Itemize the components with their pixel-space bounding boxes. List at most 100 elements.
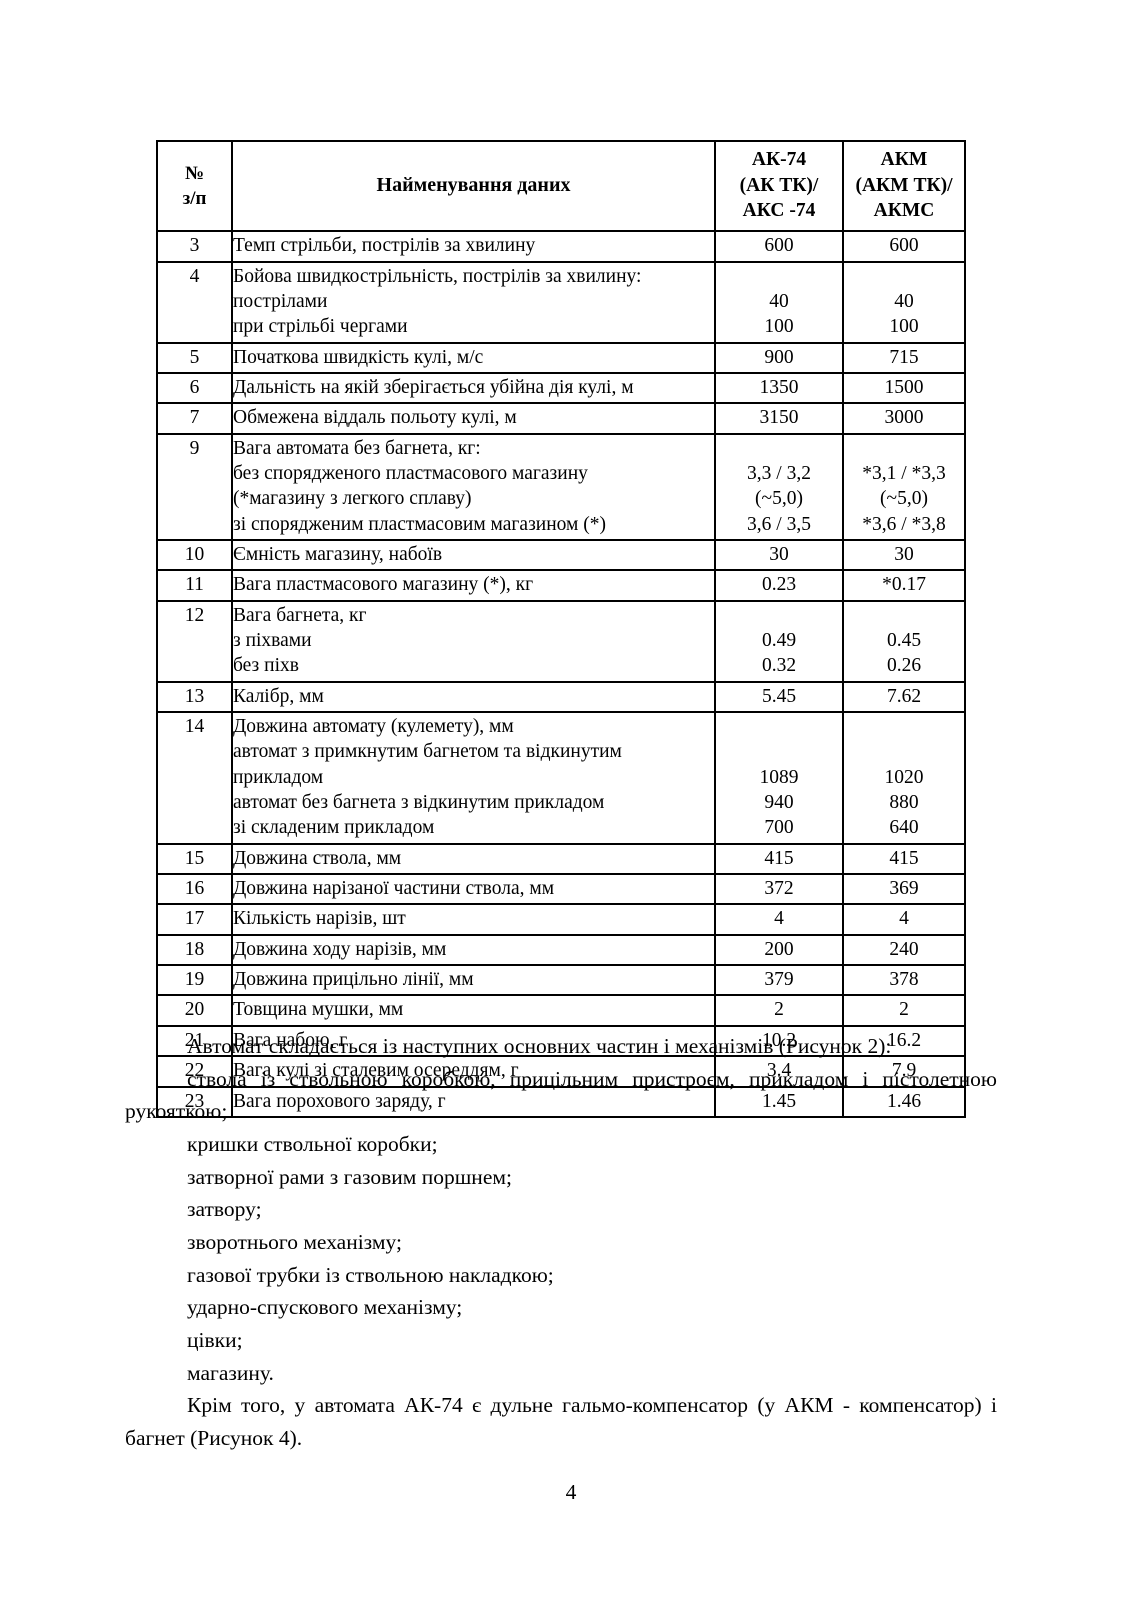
cell-number: 21 xyxy=(156,1024,233,1058)
cell-ak74-line: 5.45 xyxy=(761,685,797,707)
parts-list-item: кришки ствольної коробки; xyxy=(187,1132,438,1157)
cell-number: 19 xyxy=(156,964,233,997)
cell-name: Довжина ствола, мм xyxy=(231,842,716,876)
column-header-akm-line-1: АКМ xyxy=(880,149,928,170)
cell-ak74-line: 3.4 xyxy=(766,1060,792,1082)
table-row: 9 Вага автомата без багнета, кг: без споря… xyxy=(156,432,966,541)
parts-list-item: ударно-спускового механізму; xyxy=(187,1295,463,1320)
cell-akm-line: *0.17 xyxy=(882,574,926,596)
cell-ak74: 1.45 xyxy=(714,1085,844,1118)
paragraph-intro: Автомат складається із наступних основни… xyxy=(187,1034,892,1058)
cell-ak74-line: 700 xyxy=(764,817,794,839)
table-row: 16 Довжина нарізаної частини ствола, мм 37… xyxy=(156,873,966,906)
cell-ak74: 2 xyxy=(714,994,844,1027)
cell-akm: 369 xyxy=(842,873,966,906)
table-row: 10 Ємність магазину, набоїв 30 30 xyxy=(156,538,966,572)
cell-ak74: 900 xyxy=(714,341,844,374)
parts-list-item: затвору; xyxy=(187,1197,262,1222)
cell-akm: 715 xyxy=(842,341,966,374)
table-row: 15 Довжина ствола, мм 415 415 xyxy=(156,842,966,876)
cell-ak74-line: 1089 xyxy=(759,766,799,788)
cell-name: Вага кулі зі сталевим осереддям, г xyxy=(231,1055,716,1088)
cell-name-line: Довжина ходу нарізів, мм xyxy=(233,938,447,960)
cell-ak74-line: 379 xyxy=(764,969,794,991)
column-header-number-line-2: з/п xyxy=(182,187,207,209)
cell-name-line: при стрільбі чергами xyxy=(233,316,408,338)
cell-akm: 378 xyxy=(842,964,966,997)
cell-name-line: Ємність магазину, набоїв xyxy=(233,543,443,565)
cell-akm-line: *3,6 / *3,8 xyxy=(862,513,946,535)
cell-ak74-line: 0.23 xyxy=(761,574,797,596)
cell-ak74: 600 xyxy=(714,230,844,263)
parts-list-item: затворної рами з газовим поршнем; xyxy=(187,1164,512,1189)
cell-number: 7 xyxy=(156,402,233,435)
parts-list-item: магазину. xyxy=(187,1360,274,1385)
cell-akm: *0.17 xyxy=(842,569,966,602)
cell-number: 22 xyxy=(156,1055,233,1088)
specifications-table: № з/п Найменування даних АК-74 (АК ТК)/ … xyxy=(156,139,966,1118)
cell-akm-line: 1500 xyxy=(884,376,924,398)
cell-akm-line: (~5,0) xyxy=(880,488,928,510)
cell-number: 20 xyxy=(156,994,233,1027)
column-header-ak74: АК-74 (АК ТК)/ АКС -74 xyxy=(714,139,844,233)
cell-akm-line: 240 xyxy=(889,938,919,960)
cell-akm-line: *3,1 / *3,3 xyxy=(862,462,946,484)
cell-ak74-line: 2 xyxy=(774,999,784,1021)
cell-akm: 240 xyxy=(842,933,966,967)
cell-number: 11 xyxy=(156,569,233,602)
cell-name-line: Вага пластмасового магазину (*), кг xyxy=(233,574,534,596)
cell-akm: 7.9 xyxy=(842,1055,966,1088)
column-header-name: Найменування даних xyxy=(231,139,716,233)
cell-akm: 0.45 0.26 xyxy=(842,599,966,683)
cell-name: Вага багнета, кг з піхвами без піхв xyxy=(231,599,716,683)
cell-akm-line: 16.2 xyxy=(886,1029,922,1051)
page-number: 4 xyxy=(565,1480,577,1504)
specifications-table-container: № з/п Найменування даних АК-74 (АК ТК)/ … xyxy=(156,139,966,1118)
cell-name-line: автомат без багнета з відкинутим приклад… xyxy=(233,792,605,814)
cell-akm: *3,1 / *3,3 (~5,0) *3,6 / *3,8 xyxy=(842,432,966,541)
cell-name-line: Обмежена віддаль польоту кулі, м xyxy=(233,407,517,429)
cell-ak74-line: 900 xyxy=(764,346,794,368)
table-row: 5 Початкова швидкість кулі, м/с 900 715 xyxy=(156,341,966,374)
cell-name: Калібр, мм xyxy=(231,680,716,714)
cell-akm: 600 xyxy=(842,230,966,263)
cell-ak74-line: 3150 xyxy=(759,407,799,429)
cell-number: 15 xyxy=(156,842,233,876)
cell-name: Початкова швидкість кулі, м/с xyxy=(231,341,716,374)
cell-name: Вага порохового заряду, г xyxy=(231,1085,716,1118)
table-row: 13 Калібр, мм 5.45 7.62 xyxy=(156,680,966,714)
cell-akm: 1020 880 640 xyxy=(842,711,966,845)
cell-akm: 16.2 xyxy=(842,1024,966,1058)
cell-akm: 1.46 xyxy=(842,1085,966,1118)
cell-akm: 2 xyxy=(842,994,966,1027)
cell-name-line: без піхв xyxy=(233,655,299,677)
cell-number: 17 xyxy=(156,903,233,936)
table-row: 6 Дальність на якій зберігається убійна д… xyxy=(156,371,966,405)
cell-ak74-line: 200 xyxy=(764,938,794,960)
cell-name-line: (*магазину з легкого сплаву) xyxy=(233,488,472,510)
cell-name-line: Вага набою, г xyxy=(233,1029,348,1051)
column-header-number-line-1: № xyxy=(184,162,205,184)
cell-name: Товщина мушки, мм xyxy=(231,994,716,1027)
cell-number: 10 xyxy=(156,538,233,572)
cell-number: 4 xyxy=(156,260,233,344)
cell-ak74: 5.45 xyxy=(714,680,844,714)
table-row: 23 Вага порохового заряду, г 1.45 1.46 xyxy=(156,1085,966,1118)
paragraph-closing: Крім того, у автомата АК-74 є дульне гал… xyxy=(125,1393,997,1451)
cell-ak74-line: 10.2 xyxy=(761,1029,797,1051)
cell-name-line: Довжина автомату (кулемету), мм xyxy=(233,716,514,738)
cell-name: Кількість нарізів, шт xyxy=(231,903,716,936)
cell-number: 12 xyxy=(156,599,233,683)
cell-number: 13 xyxy=(156,680,233,714)
table-row: 4 Бойова швидкострільність, пострілів за … xyxy=(156,260,966,344)
column-header-ak74-line-2: (АК ТК)/ xyxy=(739,174,819,196)
cell-ak74-line: 3,6 / 3,5 xyxy=(747,513,811,535)
cell-akm-line: 7.62 xyxy=(886,685,922,707)
cell-ak74: 3,3 / 3,2 (~5,0) 3,6 / 3,5 xyxy=(714,432,844,541)
table-row: 12 Вага багнета, кг з піхвами без піхв 0.49… xyxy=(156,599,966,683)
cell-akm-line: 378 xyxy=(889,969,919,991)
cell-name-line: Бойова швидкострільність, пострілів за х… xyxy=(233,265,642,287)
cell-name: Темп стрільби, пострілів за хвилину xyxy=(231,230,716,263)
cell-akm-line: 0.26 xyxy=(886,655,922,677)
